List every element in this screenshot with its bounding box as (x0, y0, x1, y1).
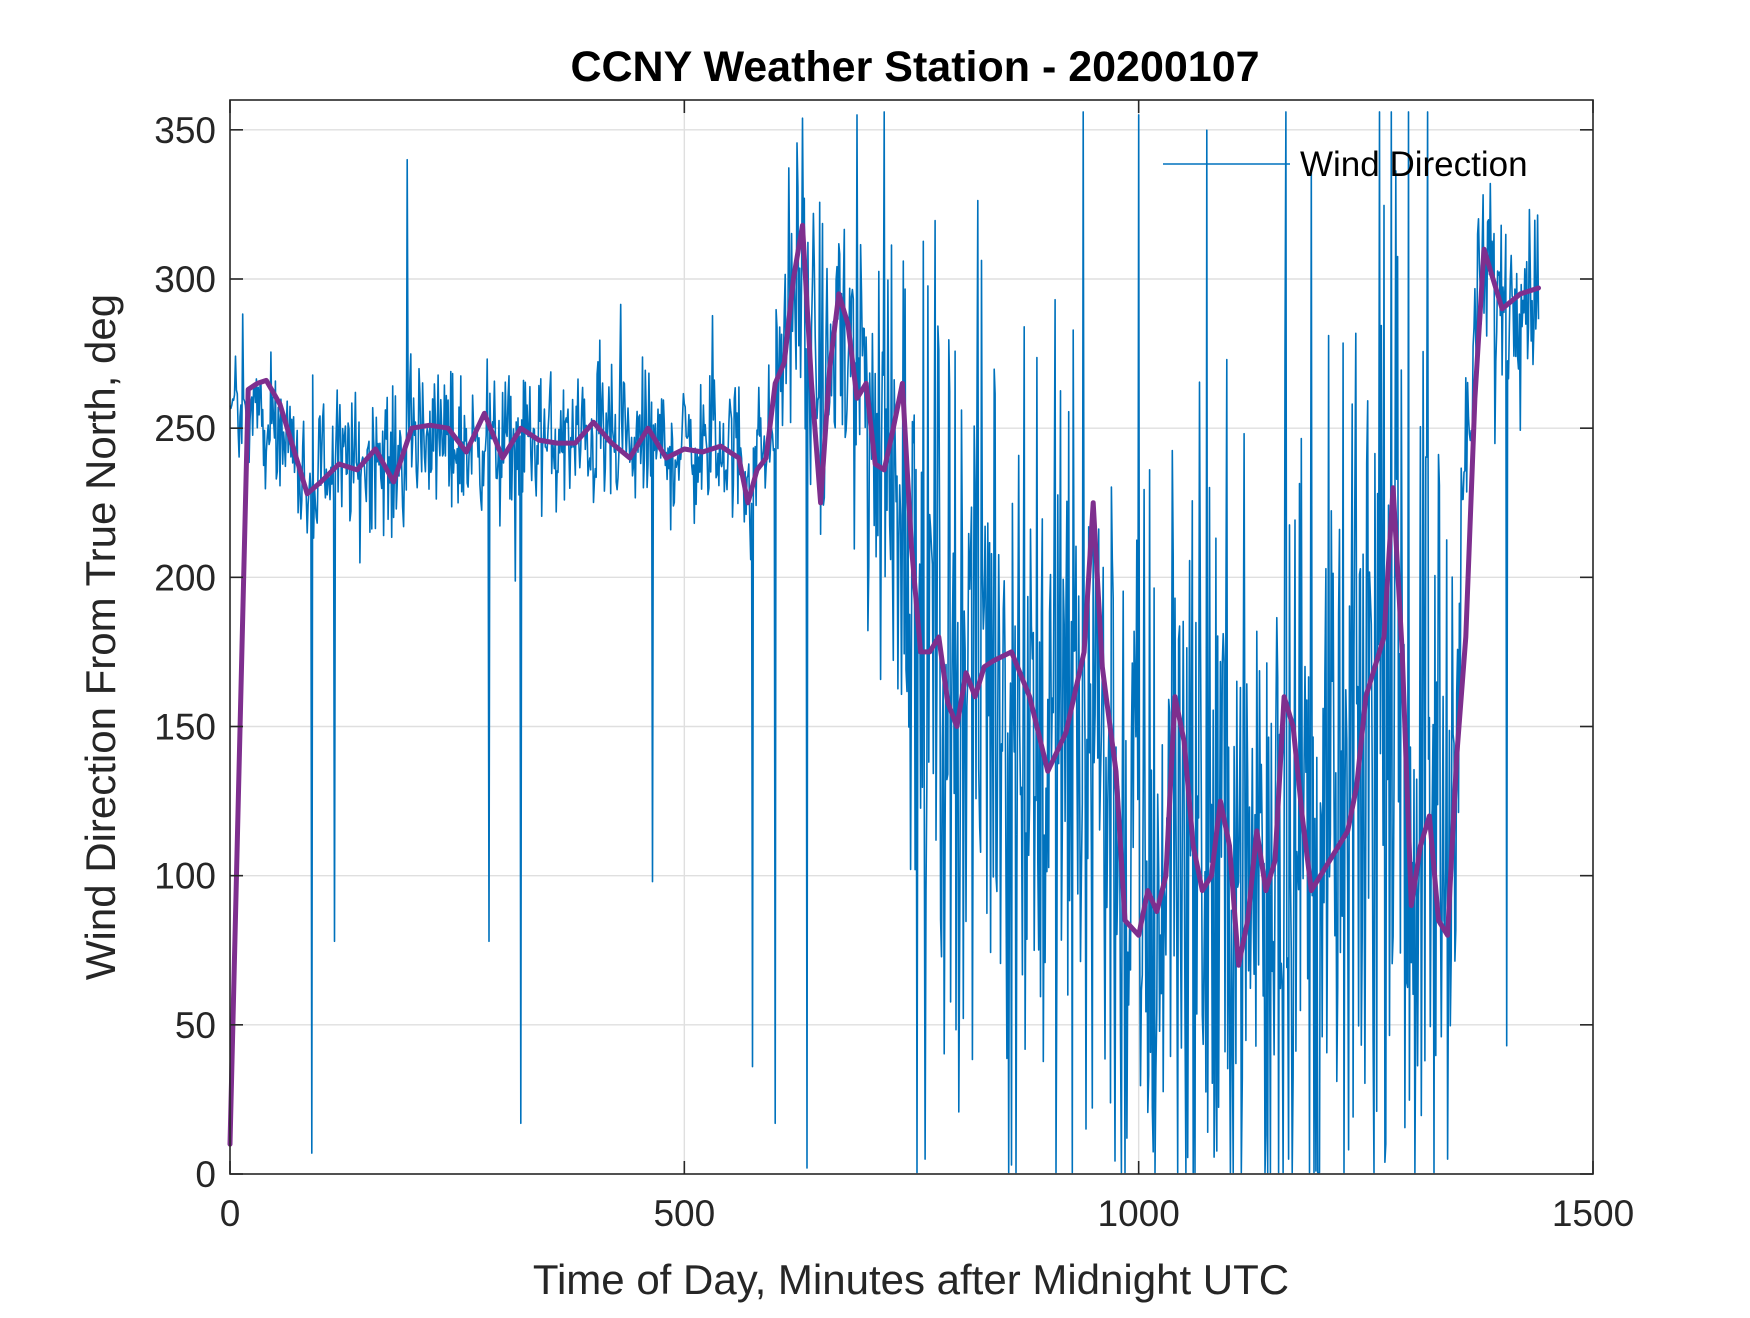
series-line-smoothed (227, 222, 1541, 1147)
x-tick-label: 0 (220, 1193, 241, 1234)
y-tick-label: 200 (154, 557, 216, 598)
plot-frame (229, 99, 1594, 1175)
y-tick-label: 100 (154, 856, 216, 897)
series-line-wind-direction (229, 111, 1540, 1174)
y-tick-label: 250 (154, 408, 216, 449)
y-tick-label: 300 (154, 259, 216, 300)
y-tick-label: 150 (154, 707, 216, 748)
y-tick-label: 0 (195, 1154, 216, 1195)
legend-label-wind-direction: Wind Direction (1300, 145, 1528, 184)
legend: Wind Direction (1163, 145, 1528, 184)
y-axis-label: Wind Direction From True North, deg (77, 294, 124, 980)
x-tick-label: 1500 (1552, 1193, 1634, 1234)
series-layer (227, 111, 1541, 1174)
x-tick-label: 1000 (1098, 1193, 1180, 1234)
x-axis-label: Time of Day, Minutes after Midnight UTC (533, 1256, 1289, 1303)
chart-title: CCNY Weather Station - 20200107 (570, 43, 1259, 91)
y-tick-label: 50 (175, 1005, 216, 1046)
x-tick-label: 500 (653, 1193, 715, 1234)
ticks: 0 500 1000 1500 0 50 100 150 200 250 300 350 (154, 100, 1634, 1234)
y-tick-label: 350 (154, 110, 216, 151)
